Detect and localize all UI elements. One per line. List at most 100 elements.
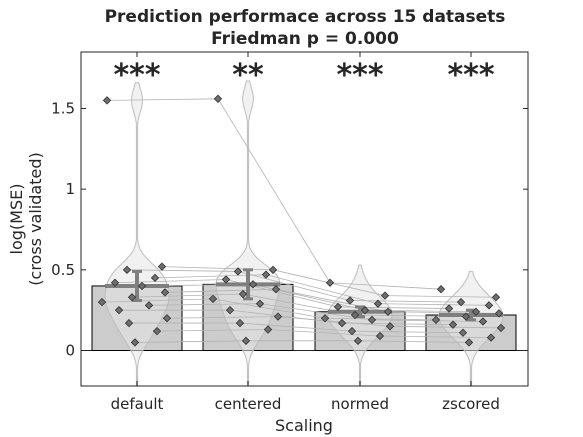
data-point xyxy=(124,318,134,328)
connector-line xyxy=(275,288,389,313)
connector-line xyxy=(384,295,497,298)
connector-line xyxy=(267,329,381,337)
significance-normed: *** xyxy=(336,58,383,93)
x-axis-label: Scaling xyxy=(275,416,333,435)
title-group: Prediction performace across 15 datasets… xyxy=(105,7,506,49)
data-point xyxy=(162,314,172,323)
data-point xyxy=(97,297,107,307)
x-tick-label-normed: normed xyxy=(331,395,389,413)
connector-line xyxy=(217,98,331,283)
data-point xyxy=(486,333,496,342)
data-point xyxy=(225,305,235,315)
data-point xyxy=(150,273,160,283)
x-axis-ticks: default centered normed zscored xyxy=(111,52,500,413)
data-point xyxy=(383,307,393,316)
data-point xyxy=(337,318,347,328)
data-point xyxy=(431,315,441,325)
chart-subtitle: Friedman p = 0.000 xyxy=(211,29,399,49)
data-point xyxy=(137,281,147,291)
significance-zscored: *** xyxy=(447,58,494,93)
data-point xyxy=(325,278,335,287)
data-point xyxy=(233,267,243,276)
data-point xyxy=(114,305,124,315)
connector-line xyxy=(265,274,379,305)
connector-line xyxy=(126,269,239,272)
connector-line xyxy=(371,319,484,322)
data-point xyxy=(464,338,474,347)
connector-line xyxy=(329,282,442,290)
connector-line xyxy=(148,303,261,306)
data-point xyxy=(238,289,248,299)
data-point xyxy=(471,307,481,316)
connector-line xyxy=(377,303,490,306)
connector-line xyxy=(379,335,492,338)
y-tick-label: 1 xyxy=(65,180,75,198)
connector-line xyxy=(156,329,269,332)
connector-line xyxy=(252,283,366,311)
significance-centered: ** xyxy=(232,58,264,93)
data-point xyxy=(380,291,390,300)
data-point xyxy=(273,312,283,321)
connector-line xyxy=(134,340,247,343)
data-point xyxy=(102,96,112,105)
violin-zscored xyxy=(438,270,504,387)
data-point xyxy=(263,325,273,334)
data-point xyxy=(160,288,170,297)
data-point xyxy=(373,299,383,308)
data-point xyxy=(271,285,281,294)
data-point xyxy=(333,302,343,312)
data-point xyxy=(248,280,258,289)
connector-line xyxy=(106,98,219,101)
data-point xyxy=(235,318,245,328)
data-point xyxy=(484,301,494,310)
connector-line xyxy=(239,322,353,332)
data-point xyxy=(122,265,132,274)
connector-line xyxy=(277,316,391,327)
x-tick-label-centered: centered xyxy=(215,395,282,413)
data-point xyxy=(494,309,504,318)
data-point xyxy=(375,331,385,341)
data-point xyxy=(345,296,355,305)
data-point xyxy=(444,304,454,313)
connector-line xyxy=(164,288,277,293)
data-point xyxy=(496,323,506,333)
y-tick-label: 1.5 xyxy=(51,99,75,117)
data-point xyxy=(353,336,363,345)
data-point xyxy=(208,294,218,304)
connector-line xyxy=(349,300,462,303)
connector-line xyxy=(351,330,464,334)
y-axis-label-line2: (cross validated) xyxy=(26,152,45,285)
data-point xyxy=(261,270,271,279)
connector-line xyxy=(357,340,470,343)
connector-line xyxy=(341,322,454,326)
data-point xyxy=(320,314,330,323)
significance-default: *** xyxy=(113,58,160,93)
connector-line xyxy=(324,317,437,321)
data-point xyxy=(255,299,265,308)
data-point xyxy=(152,326,162,336)
connector-line xyxy=(161,266,274,271)
connector-line xyxy=(166,316,279,319)
data-point xyxy=(360,305,370,315)
axes-box xyxy=(80,51,529,387)
y-tick-label: 0 xyxy=(65,342,75,360)
data-point xyxy=(448,320,458,329)
connector-line xyxy=(237,271,351,301)
data-point xyxy=(436,285,446,294)
data-point xyxy=(127,293,137,302)
data-point xyxy=(456,297,466,307)
data-point xyxy=(350,310,360,320)
chart-title: Prediction performace across 15 datasets xyxy=(105,7,506,27)
data-point xyxy=(367,315,377,325)
data-point xyxy=(221,275,231,284)
data-point xyxy=(110,278,120,287)
x-tick-label-default: default xyxy=(111,395,164,413)
data-point xyxy=(385,322,395,331)
y-tick-label: 0.5 xyxy=(51,261,75,279)
data-point xyxy=(157,262,167,271)
data-point xyxy=(144,301,154,310)
data-point xyxy=(130,338,140,347)
data-point xyxy=(268,265,278,274)
connector-line xyxy=(389,325,502,329)
